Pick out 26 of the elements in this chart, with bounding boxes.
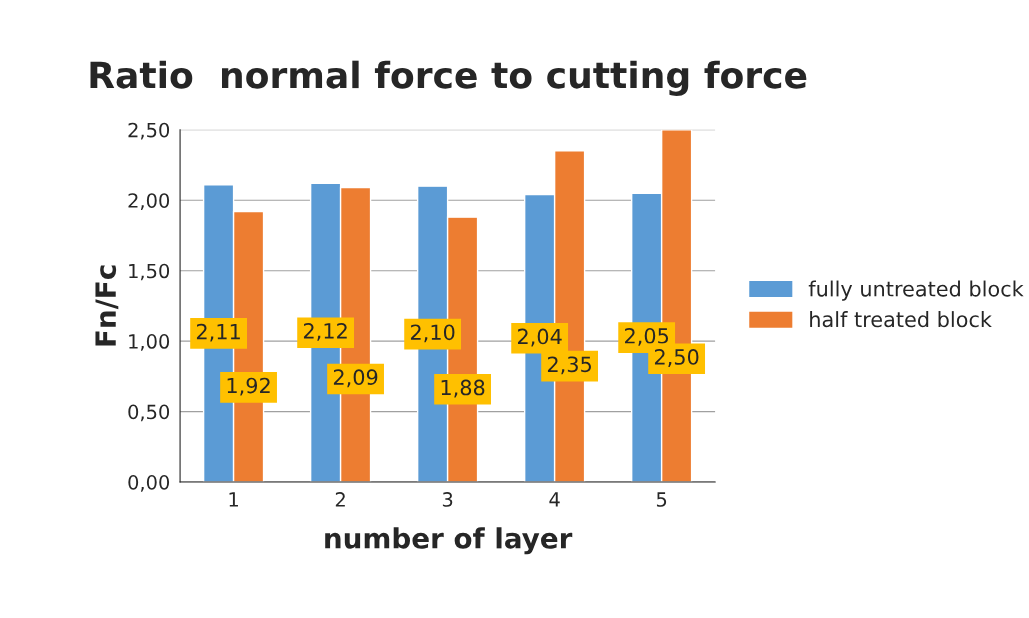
y-tick-label: 1,00	[129, 334, 170, 351]
x-axis-title: number of layer	[325, 527, 573, 555]
y-tick-label: 1,50	[129, 263, 170, 281]
legend-label: fully untreated block	[808, 280, 1024, 301]
data-label: 2,04	[517, 328, 562, 347]
x-tick-label: 1	[229, 492, 238, 507]
data-label: 2,35	[547, 356, 591, 375]
y-tick-label: 0,00	[128, 475, 170, 492]
data-label: 2,05	[625, 327, 669, 346]
y-tick-label: 2,00	[128, 193, 170, 210]
data-label: 2,12	[303, 322, 347, 341]
y-tick-label: 2,50	[128, 122, 170, 140]
data-label: 2,09	[333, 369, 378, 388]
data-label: 2,50	[654, 349, 699, 367]
x-tick-label: 3	[442, 492, 453, 507]
x-tick-label: 5	[656, 492, 667, 507]
data-label: 1,92	[227, 377, 270, 396]
data-label: 1,88	[441, 379, 485, 398]
y-axis-title: Fn/Fc	[95, 265, 119, 346]
data-label: 2,11	[196, 323, 240, 342]
data-label: 2,10	[410, 324, 455, 343]
x-tick-label: 4	[549, 492, 560, 507]
x-tick-label: 2	[335, 492, 345, 507]
chart-title: Ratio normal force to cutting force	[90, 60, 807, 96]
y-tick-label: 0,50	[128, 404, 170, 422]
legend-label: half treated block	[810, 311, 992, 328]
